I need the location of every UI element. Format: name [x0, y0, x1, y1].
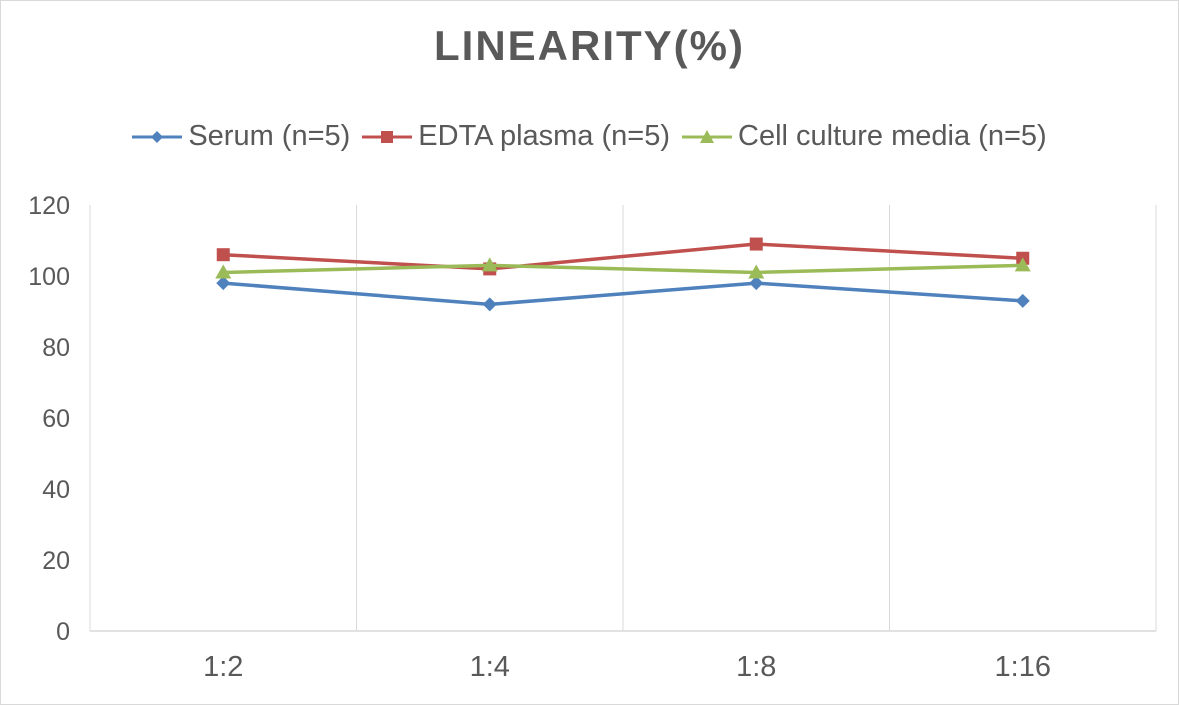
legend-item-edta-plasma: EDTA plasma (n=5) [362, 120, 670, 153]
y-tick-label: 120 [28, 192, 70, 220]
y-tick-label: 80 [42, 334, 70, 362]
y-tick-label: 0 [56, 618, 70, 646]
y-tick-label: 60 [42, 405, 70, 433]
data-point-edta-plasma-n-5 [216, 248, 230, 262]
legend-label-cell-culture-media: Cell culture media (n=5) [738, 120, 1047, 152]
legend-item-serum: Serum (n=5) [132, 120, 350, 153]
data-point-serum-n-5 [749, 276, 764, 291]
x-tick-label: 1:16 [995, 651, 1051, 683]
legend-marker-cell-culture-media [682, 129, 732, 143]
data-point-cell-culture-media-n-5 [1014, 257, 1031, 272]
legend-marker-edta-plasma [362, 130, 413, 143]
legend: Serum (n=5) EDTA plasma (n=5) Cell cultu… [0, 120, 1179, 153]
legend-label-serum: Serum (n=5) [188, 120, 351, 152]
series-line-edta-plasma-n-5 [223, 242, 1023, 271]
series-line-cell-culture-media-n-5 [223, 263, 1023, 275]
data-point-cell-culture-media-n-5 [748, 264, 765, 279]
legend-label-edta-plasma: EDTA plasma (n=5) [418, 120, 670, 152]
legend-marker-serum [132, 130, 183, 143]
data-point-edta-plasma-n-5 [749, 237, 763, 251]
x-tick-label: 1:4 [470, 651, 510, 683]
y-tick-label: 40 [42, 476, 70, 504]
chart-title: LINEARITY(%) [434, 22, 745, 69]
data-point-serum-n-5 [216, 276, 231, 291]
data-point-serum-n-5 [482, 297, 497, 312]
x-tick-label: 1:8 [736, 651, 776, 683]
series-line-serum-n-5 [223, 281, 1023, 307]
y-tick-label: 20 [42, 547, 70, 575]
y-tick-label: 100 [28, 263, 70, 291]
data-point-serum-n-5 [1015, 293, 1030, 308]
data-point-cell-culture-media-n-5 [481, 257, 498, 272]
x-tick-label: 1:2 [203, 651, 243, 683]
legend-item-cell-culture-media: Cell culture media (n=5) [682, 120, 1047, 153]
data-point-cell-culture-media-n-5 [215, 264, 232, 279]
